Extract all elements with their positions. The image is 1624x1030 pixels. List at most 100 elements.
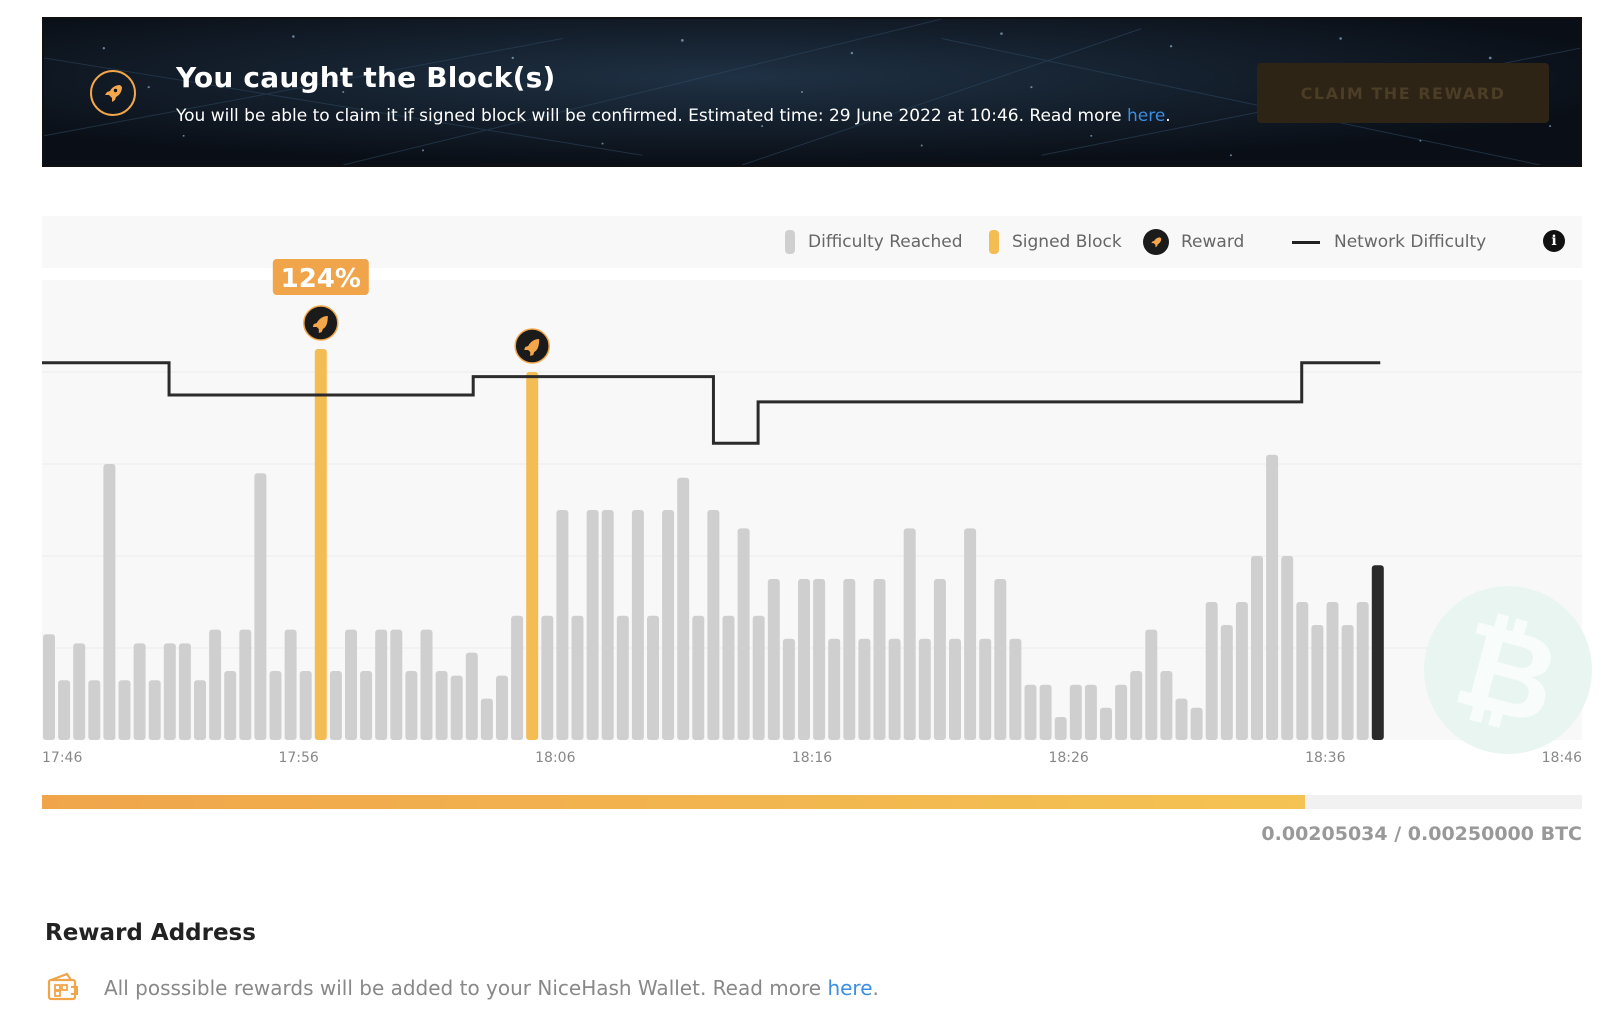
difficulty-reached-swatch: [785, 230, 795, 254]
difficulty-bar: [1296, 602, 1309, 740]
difficulty-bar: [299, 671, 312, 740]
difficulty-bar: [450, 675, 463, 740]
difficulty-bar: [1205, 602, 1218, 740]
difficulty-bar: [375, 629, 388, 740]
difficulty-bar: [194, 680, 206, 740]
difficulty-bar: [843, 579, 856, 740]
reward-marker-icon: [514, 328, 550, 364]
difficulty-bar: [345, 629, 357, 740]
x-tick-label: 17:56: [278, 750, 318, 766]
difficulty-bar: [178, 643, 191, 740]
difficulty-bar: [103, 464, 116, 740]
difficulty-bar: [918, 638, 931, 740]
difficulty-bar: [767, 579, 780, 740]
difficulty-bar: [677, 477, 690, 740]
wallet-read-more-link[interactable]: here: [827, 976, 873, 1000]
difficulty-bar: [1084, 684, 1097, 740]
difficulty-bar: [616, 615, 629, 740]
difficulty-bar: [1311, 625, 1324, 740]
difficulty-bar: [239, 629, 252, 740]
difficulty-bar: [254, 473, 267, 740]
difficulty-bar: [133, 643, 146, 740]
difficulty-bar: [662, 510, 675, 740]
difficulty-bar: [435, 671, 448, 740]
difficulty-bar: [1145, 629, 1158, 740]
legend-label: Signed Block: [1012, 232, 1122, 252]
percentage-badge-label: 124%: [281, 264, 361, 294]
difficulty-bar: [556, 510, 569, 740]
difficulty-bar: [586, 510, 599, 740]
difficulty-bar: [813, 579, 826, 740]
rocket-icon: [524, 339, 540, 356]
rocket-icon: [312, 316, 328, 333]
difficulty-bar: [631, 510, 644, 740]
difficulty-bar: [465, 652, 478, 740]
difficulty-bar: [707, 510, 720, 740]
network-difficulty-swatch: [1292, 240, 1320, 244]
difficulty-bar: [903, 528, 916, 740]
percentage-badge-bg: [272, 259, 369, 295]
difficulty-bar: [1039, 684, 1052, 740]
info-icon[interactable]: i: [1543, 230, 1565, 252]
banner-title: You caught the Block(s): [176, 61, 556, 94]
difficulty-bar: [873, 579, 886, 740]
legend-item-reward: Reward: [1143, 216, 1244, 268]
difficulty-bar: [798, 579, 810, 740]
difficulty-bar: [1100, 707, 1112, 740]
difficulty-bar: [888, 638, 901, 740]
banner-subtitle: You will be able to claim it if signed b…: [176, 106, 1171, 126]
difficulty-bar: [949, 638, 961, 740]
reward-progress-fill: [42, 795, 1305, 809]
difficulty-bar: [1326, 602, 1339, 740]
network-difficulty-line: [42, 361, 1381, 445]
difficulty-bar: [752, 615, 765, 740]
difficulty-bar: [148, 680, 161, 740]
x-tick-label: 18:36: [1305, 750, 1345, 766]
difficulty-bar: [692, 615, 705, 740]
bitcoin-watermark-icon: ₿: [1424, 586, 1592, 754]
difficulty-bar: [58, 680, 71, 740]
difficulty-bar: [1069, 684, 1082, 740]
difficulty-bar: [1341, 625, 1354, 740]
claim-reward-button[interactable]: CLAIM THE REWARD: [1257, 63, 1549, 123]
difficulty-bar: [118, 680, 131, 740]
difficulty-bar: [1190, 707, 1203, 740]
difficulty-bar: [360, 671, 373, 740]
percentage-badge: 124%: [272, 259, 369, 295]
difficulty-bar: [420, 629, 433, 740]
difficulty-bar: [480, 698, 493, 740]
plot-background: [42, 280, 1582, 740]
signed-block-bar: [314, 349, 327, 740]
mining-chart: ₿ 124% 17:46 17:56 18:06 18:16 18:26 18:36 18:…: [42, 259, 1592, 766]
difficulty-bar: [541, 615, 554, 740]
difficulty-bar: [1054, 717, 1067, 740]
difficulty-bar: [1266, 454, 1279, 740]
signed-block-bar: [526, 372, 539, 740]
difficulty-bar: [88, 680, 101, 740]
reward-progress-text: 0.00205034 / 0.00250000 BTC: [1261, 823, 1582, 845]
difficulty-bar: [329, 671, 342, 740]
difficulty-bar: [209, 629, 222, 740]
x-tick-label: 17:46: [42, 750, 82, 766]
banner-read-more-link[interactable]: here: [1126, 106, 1166, 126]
reward-note-end: .: [872, 976, 879, 1000]
difficulty-bar: [722, 615, 735, 740]
reward-marker-icon: [303, 305, 339, 341]
x-tick-label: 18:16: [792, 750, 832, 766]
difficulty-bar: [1281, 556, 1294, 740]
difficulty-bar: [828, 638, 841, 740]
signed-block-swatch: [989, 230, 999, 254]
legend-item-network-difficulty: Network Difficulty: [1292, 216, 1486, 268]
difficulty-bar: [647, 615, 659, 740]
difficulty-bar: [994, 579, 1007, 740]
legend-label: Reward: [1181, 232, 1245, 252]
difficulty-bar: [782, 638, 795, 740]
legend-item-difficulty-reached: Difficulty Reached: [785, 216, 963, 268]
difficulty-bar: [964, 528, 977, 740]
reward-progress-bar: [42, 795, 1582, 809]
difficulty-bar: [979, 638, 992, 740]
x-tick-label: 18:06: [535, 750, 575, 766]
difficulty-bar: [163, 643, 176, 740]
legend-item-signed-block: Signed Block: [989, 216, 1122, 268]
difficulty-bar: [1251, 556, 1263, 740]
